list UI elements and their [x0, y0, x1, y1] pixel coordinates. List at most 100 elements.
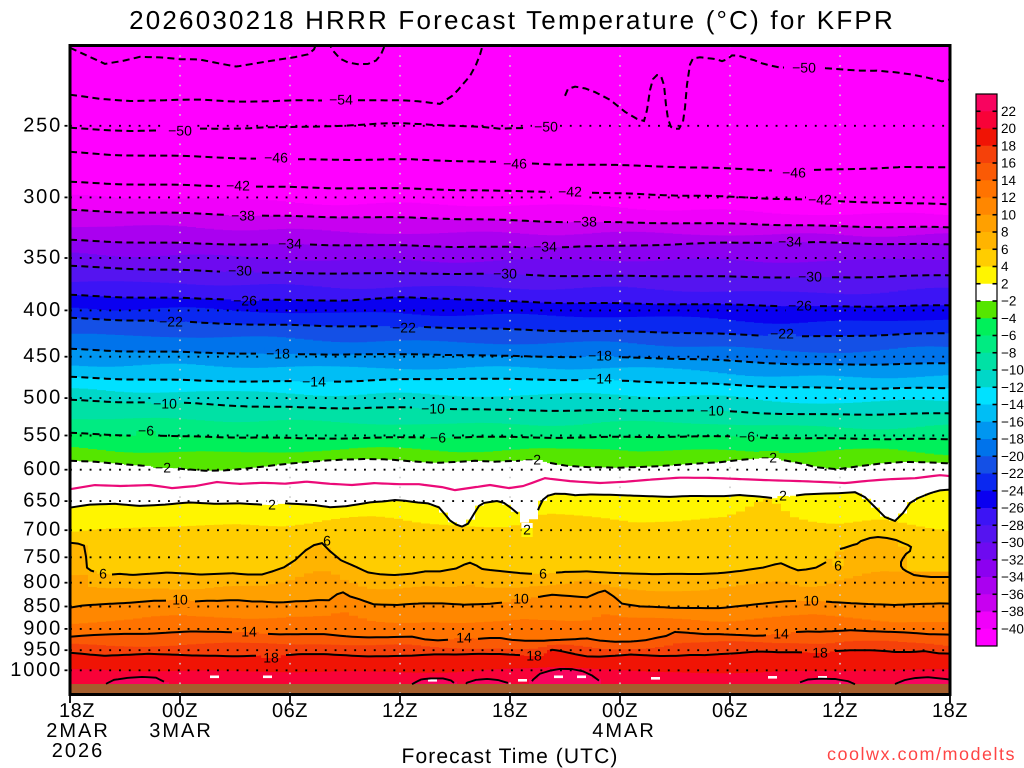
- svg-text:600: 600: [23, 458, 62, 480]
- svg-text:500: 500: [23, 387, 62, 409]
- svg-text:−50: −50: [792, 60, 816, 76]
- svg-text:−10: −10: [1001, 363, 1024, 378]
- svg-text:2026030218 HRRR Forecast Tempe: 2026030218 HRRR Forecast Temperature (°C…: [129, 5, 895, 35]
- svg-text:−40: −40: [1001, 621, 1024, 636]
- svg-text:18: 18: [812, 645, 828, 661]
- svg-text:−46: −46: [264, 150, 288, 166]
- svg-text:300: 300: [23, 186, 62, 208]
- svg-text:−42: −42: [808, 192, 832, 208]
- svg-text:−34: −34: [278, 236, 302, 252]
- svg-text:4: 4: [1001, 259, 1009, 274]
- svg-text:−22: −22: [770, 326, 794, 342]
- svg-text:−18: −18: [1001, 432, 1024, 447]
- svg-text:800: 800: [23, 571, 62, 593]
- svg-text:−32: −32: [1001, 552, 1024, 567]
- svg-text:20: 20: [1001, 121, 1016, 136]
- svg-text:−6: −6: [430, 430, 446, 446]
- svg-text:−46: −46: [782, 165, 806, 181]
- svg-text:−2: −2: [525, 452, 541, 468]
- svg-text:18Z: 18Z: [59, 700, 95, 722]
- svg-text:−26: −26: [1001, 501, 1024, 516]
- svg-text:16: 16: [1001, 156, 1016, 171]
- svg-text:00Z: 00Z: [602, 700, 638, 722]
- svg-text:−28: −28: [1001, 518, 1024, 533]
- svg-text:−10: −10: [700, 403, 724, 419]
- svg-text:−46: −46: [503, 156, 527, 172]
- svg-text:−14: −14: [302, 374, 326, 390]
- svg-text:18: 18: [526, 648, 542, 664]
- svg-text:10: 10: [1001, 207, 1016, 222]
- svg-text:−42: −42: [226, 178, 250, 194]
- svg-text:−22: −22: [392, 320, 416, 336]
- svg-text:10: 10: [513, 591, 529, 607]
- svg-text:−4: −4: [1001, 311, 1017, 326]
- svg-text:−14: −14: [1001, 397, 1024, 412]
- svg-text:700: 700: [23, 519, 62, 541]
- svg-text:950: 950: [23, 639, 62, 661]
- svg-text:6: 6: [1001, 242, 1009, 257]
- svg-text:750: 750: [23, 546, 62, 568]
- svg-text:−34: −34: [533, 239, 557, 255]
- svg-text:−16: −16: [1001, 414, 1024, 429]
- svg-text:10: 10: [172, 592, 188, 608]
- svg-text:2: 2: [1001, 276, 1009, 291]
- svg-text:350: 350: [23, 247, 62, 269]
- svg-text:−36: −36: [1001, 587, 1024, 602]
- svg-text:3MAR: 3MAR: [149, 720, 213, 742]
- svg-text:−26: −26: [788, 298, 812, 314]
- svg-text:14: 14: [773, 626, 789, 642]
- svg-text:−6: −6: [1001, 328, 1016, 343]
- svg-text:6: 6: [323, 533, 331, 549]
- svg-text:−38: −38: [1001, 604, 1024, 619]
- svg-text:−2: −2: [761, 450, 777, 466]
- svg-text:550: 550: [23, 424, 62, 446]
- svg-text:−30: −30: [493, 266, 517, 282]
- svg-text:14: 14: [1001, 173, 1017, 188]
- svg-text:−22: −22: [1001, 466, 1024, 481]
- svg-text:2: 2: [779, 488, 787, 504]
- svg-text:12Z: 12Z: [382, 700, 418, 722]
- svg-text:400: 400: [23, 299, 62, 321]
- svg-text:2: 2: [523, 522, 531, 538]
- svg-text:−24: −24: [1001, 483, 1024, 498]
- svg-text:−6: −6: [138, 423, 154, 439]
- svg-text:14: 14: [456, 630, 472, 646]
- svg-text:−6: −6: [739, 429, 755, 445]
- svg-text:18Z: 18Z: [932, 700, 968, 722]
- svg-text:coolwx.com/modelts: coolwx.com/modelts: [827, 744, 1016, 764]
- svg-text:4MAR: 4MAR: [592, 720, 656, 742]
- svg-text:2MAR: 2MAR: [46, 720, 110, 742]
- svg-text:06Z: 06Z: [272, 700, 308, 722]
- svg-text:12Z: 12Z: [822, 700, 858, 722]
- svg-text:850: 850: [23, 595, 62, 617]
- svg-text:−26: −26: [233, 293, 257, 309]
- svg-text:−2: −2: [155, 460, 171, 476]
- svg-text:−50: −50: [168, 123, 192, 139]
- svg-text:14: 14: [241, 624, 257, 640]
- svg-text:2026: 2026: [52, 740, 105, 762]
- svg-text:−18: −18: [266, 346, 290, 362]
- svg-text:−38: −38: [231, 208, 255, 224]
- svg-text:−30: −30: [228, 263, 252, 279]
- svg-text:−12: −12: [1001, 380, 1024, 395]
- svg-text:−38: −38: [573, 214, 597, 230]
- svg-text:−30: −30: [798, 269, 822, 285]
- svg-text:18Z: 18Z: [492, 700, 528, 722]
- svg-text:06Z: 06Z: [712, 700, 748, 722]
- svg-text:−54: −54: [329, 92, 353, 108]
- svg-text:−30: −30: [1001, 535, 1024, 550]
- svg-text:−20: −20: [1001, 449, 1024, 464]
- svg-text:650: 650: [23, 490, 62, 512]
- svg-text:Forecast Time (UTC): Forecast Time (UTC): [402, 745, 619, 768]
- svg-text:22: 22: [1001, 104, 1016, 119]
- svg-text:10: 10: [803, 593, 819, 609]
- svg-text:6: 6: [99, 566, 107, 582]
- svg-text:−50: −50: [534, 119, 558, 135]
- svg-text:900: 900: [23, 617, 62, 639]
- svg-text:−34: −34: [778, 234, 802, 250]
- svg-text:−14: −14: [588, 371, 612, 387]
- svg-text:−2: −2: [1001, 294, 1016, 309]
- svg-text:−8: −8: [1001, 345, 1016, 360]
- svg-text:18: 18: [1001, 138, 1016, 153]
- svg-text:−34: −34: [1001, 570, 1024, 585]
